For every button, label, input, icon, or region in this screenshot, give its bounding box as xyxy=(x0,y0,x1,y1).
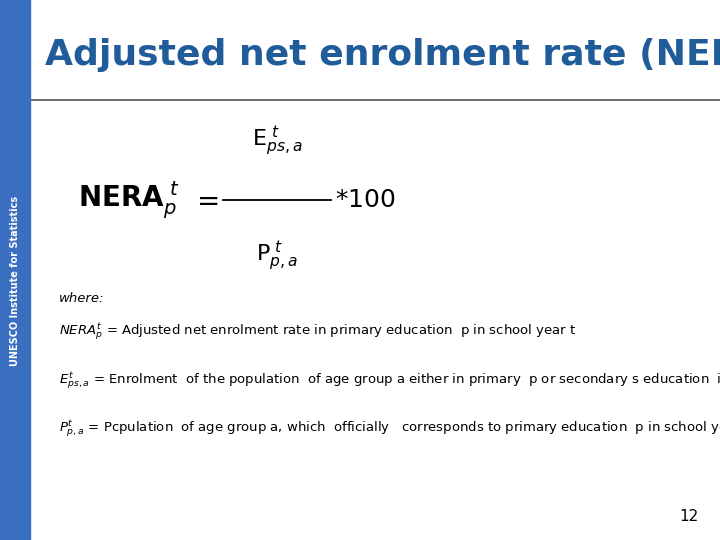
Bar xyxy=(0,0,30,540)
Text: $\mathit{E_{ps,a}^t}$ = Enrolment  of the population  of age group a either in p: $\mathit{E_{ps,a}^t}$ = Enrolment of the… xyxy=(59,370,720,391)
Text: $\mathrm{P}_{p,a}^{\ t}$: $\mathrm{P}_{p,a}^{\ t}$ xyxy=(256,240,298,274)
Text: UNESCO Institute for Statistics: UNESCO Institute for Statistics xyxy=(10,195,20,366)
Text: $\mathit{NERA_p^t}$ = Adjusted net enrolment rate in primary education  p in sch: $\mathit{NERA_p^t}$ = Adjusted net enrol… xyxy=(59,321,577,342)
Text: $*100$: $*100$ xyxy=(335,188,395,212)
Text: Adjusted net enrolment rate (NERA): Adjusted net enrolment rate (NERA) xyxy=(45,38,720,72)
Text: $\mathit{P_{p,a}^t}$ = Pcpulation  of age group a, which  officially   correspon: $\mathit{P_{p,a}^t}$ = Pcpulation of age… xyxy=(59,418,720,440)
Text: $\mathrm{E}_{ps,a}^{\ t}$: $\mathrm{E}_{ps,a}^{\ t}$ xyxy=(252,125,302,159)
Text: where:: where: xyxy=(59,292,104,305)
Text: 12: 12 xyxy=(679,509,698,524)
Text: $\mathbf{NERA}_{p}^{\ t}$: $\mathbf{NERA}_{p}^{\ t}$ xyxy=(78,179,180,220)
Text: $=$: $=$ xyxy=(191,186,219,214)
